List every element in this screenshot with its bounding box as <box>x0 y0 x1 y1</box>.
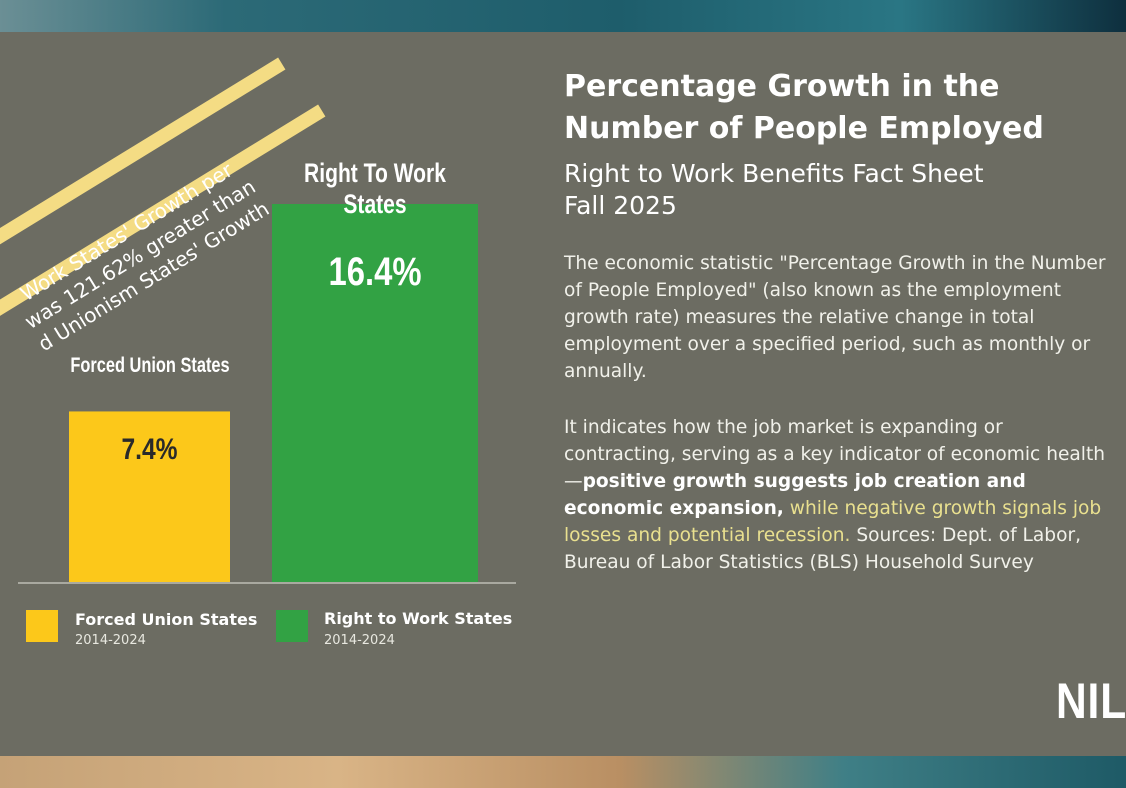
paragraph-indicator: It indicates how the job market is expan… <box>564 414 1120 576</box>
legend-sub-forced-union: 2014-2024 <box>75 633 146 648</box>
legend-label-right-to-work: Right to Work States <box>324 609 513 628</box>
brand-logo: NIL <box>1056 673 1126 729</box>
page-title: Percentage Growth in the Number of Peopl… <box>564 69 1044 146</box>
subtitle-line-1: Right to Work Benefits Fact Sheet <box>564 159 984 188</box>
category-label-forced-union: Forced Union States <box>70 354 230 377</box>
legend-label-forced-union: Forced Union States <box>75 610 258 629</box>
legend-swatch-forced-union <box>26 610 58 642</box>
bar-chart <box>18 204 516 584</box>
page-subtitle: Right to Work Benefits Fact Sheet Fall 2… <box>564 158 1084 222</box>
background-bottom-strip <box>0 756 1126 788</box>
category-label-right-to-work: Right To Work States <box>304 158 446 219</box>
legend-sub-right-to-work: 2014-2024 <box>324 633 395 648</box>
subtitle-line-2: Fall 2025 <box>564 191 677 220</box>
background-top-strip <box>0 0 1126 32</box>
data-label-right-to-work: 16.4% <box>328 250 422 294</box>
bar-right-to-work <box>272 204 478 582</box>
para2-start: It indicates how the job market is expan… <box>564 417 1106 492</box>
legend-swatch-right-to-work <box>276 610 308 642</box>
para2-bold: positive growth suggests job creation an… <box>564 471 1026 519</box>
paragraph-definition: The economic statistic "Percentage Growt… <box>564 253 1106 382</box>
fact-sheet-panel: Work States' Growth per was 121.62% grea… <box>0 32 1126 756</box>
para2-sources: Sources: Dept. of Labor, Bureau of Labor… <box>564 525 1082 573</box>
bar-forced-union <box>69 411 230 582</box>
data-label-forced-union: 7.4% <box>121 433 178 466</box>
para2-highlight: while negative growth signals job losses… <box>564 498 1102 546</box>
